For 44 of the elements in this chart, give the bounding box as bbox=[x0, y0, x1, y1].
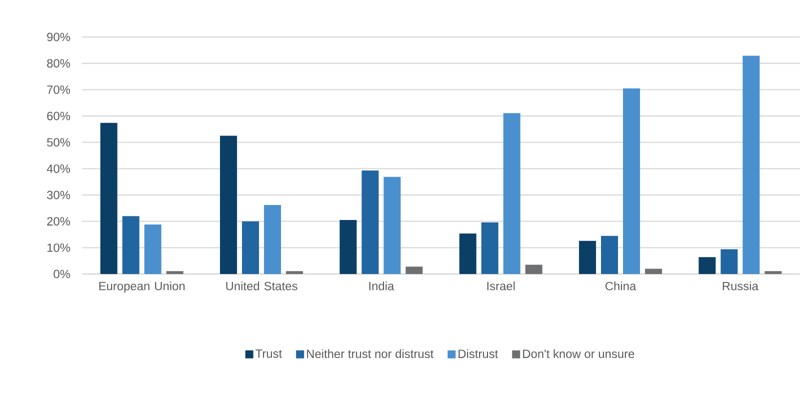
bar bbox=[623, 88, 640, 274]
legend-label: Trust bbox=[256, 350, 282, 358]
bar bbox=[742, 56, 760, 274]
bar bbox=[645, 268, 662, 274]
bar bbox=[579, 240, 596, 274]
y-tick-label: 50% bbox=[47, 138, 70, 147]
x-tick-label: India bbox=[369, 282, 394, 290]
bar bbox=[264, 205, 282, 274]
bar bbox=[340, 220, 357, 274]
bar bbox=[459, 233, 476, 274]
x-tick-label: European Union bbox=[99, 282, 185, 293]
y-tick-label: 80% bbox=[47, 59, 70, 68]
y-tick-label: 0% bbox=[54, 270, 70, 278]
x-tick-label: China bbox=[605, 282, 636, 290]
bar bbox=[525, 264, 542, 274]
y-tick-label: 90% bbox=[47, 32, 70, 42]
y-tick-label: 10% bbox=[47, 243, 70, 252]
bar bbox=[242, 221, 260, 274]
legend-label: Neither trust nor distrust bbox=[307, 349, 434, 358]
bar bbox=[166, 271, 184, 274]
bar bbox=[286, 271, 304, 274]
y-tick-label: 70% bbox=[47, 85, 70, 94]
bar bbox=[100, 122, 118, 274]
bar bbox=[720, 249, 738, 274]
bar bbox=[362, 170, 379, 274]
bar bbox=[406, 266, 423, 274]
bar bbox=[122, 216, 140, 274]
bar bbox=[698, 257, 716, 274]
x-tick-label: United States bbox=[226, 282, 298, 290]
bar bbox=[764, 271, 782, 274]
x-tick-label: Israel bbox=[487, 282, 515, 290]
x-tick-label: Russia bbox=[722, 282, 758, 290]
y-tick-label: 30% bbox=[47, 190, 70, 200]
y-tick-label: 20% bbox=[47, 217, 70, 226]
y-tick-label: 40% bbox=[46, 164, 70, 173]
y-tick-label: 60% bbox=[47, 112, 70, 120]
bar bbox=[144, 224, 162, 274]
bar bbox=[220, 136, 238, 274]
bar bbox=[503, 113, 520, 274]
bar bbox=[481, 222, 498, 274]
legend-label: Distrust bbox=[458, 349, 498, 358]
bar bbox=[384, 176, 401, 274]
bar bbox=[601, 236, 618, 274]
legend-label: Don't know or unsure bbox=[523, 349, 634, 358]
